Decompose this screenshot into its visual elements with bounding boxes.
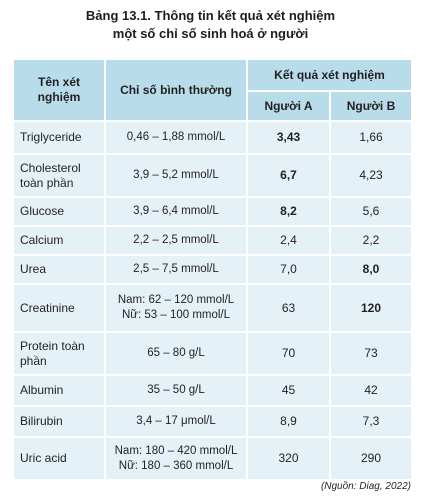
test-name-cell: Urea [12,254,106,285]
reference-range-cell: 3,9 – 6,4 mmol/L [104,196,248,227]
header-person-a: Người A [246,90,331,122]
table-row: Creatinine Nam: 62 – 120 mmol/L Nữ: 53 – … [12,283,413,333]
reference-range-cell: 65 – 80 g/L [104,331,248,376]
test-name-cell: Triglyceride [12,120,106,155]
reference-range-cell: Nam: 62 – 120 mmol/L Nữ: 53 – 100 mmol/L [104,283,248,333]
reference-range-cell: 3,9 – 5,2 mmol/L [104,153,248,198]
reference-range-cell: Nam: 180 – 420 mmol/L Nữ: 180 – 360 mmol… [104,436,248,481]
person-b-value: 7,3 [329,405,413,438]
table-body: Triglyceride 0,46 – 1,88 mmol/L 3,43 1,66 Ch… [12,120,413,481]
caption-line-1: Bảng 13.1. Thông tin kết quả xét nghiệm [85,8,336,23]
table-row: Bilirubin 3,4 – 17 μmol/L 8,9 7,3 [12,405,413,438]
table-row: Calcium 2,2 – 2,5 mmol/L 2,4 2,2 [12,225,413,256]
person-a-value: 63 [246,283,331,333]
person-a-value: 45 [246,374,331,407]
table-row: Protein toàn phần 65 – 80 g/L 70 73 [12,331,413,376]
person-a-value: 7,0 [246,254,331,285]
reference-range-cell: 2,5 – 7,5 mmol/L [104,254,248,285]
table-row: Albumin 35 – 50 g/L 45 42 [12,374,413,407]
source-note: (Nguồn: Diag, 2022) [320,481,411,492]
test-name-cell: Bilirubin [12,405,106,438]
header-reference-range: Chỉ số bình thường [104,58,248,122]
caption-line-2: một số chỉ số sinh hoá ở người [112,26,309,41]
person-a-value: 320 [246,436,331,481]
table-row: Uric acid Nam: 180 – 420 mmol/L Nữ: 180 –… [12,436,413,481]
person-b-value: 1,66 [329,120,413,155]
person-b-value: 120 [329,283,413,333]
person-b-value: 4,23 [329,153,413,198]
person-a-value: 8,9 [246,405,331,438]
person-b-value: 42 [329,374,413,407]
person-a-value: 8,2 [246,196,331,227]
person-b-value: 2,2 [329,225,413,256]
person-a-value: 3,43 [246,120,331,155]
reference-range-cell: 2,2 – 2,5 mmol/L [104,225,248,256]
test-name-cell: Albumin [12,374,106,407]
person-a-value: 70 [246,331,331,376]
header-test-name: Tên xét nghiệm [12,58,106,122]
header-person-b: Người B [329,90,413,122]
test-name-cell: Calcium [12,225,106,256]
test-name-cell: Creatinine [12,283,106,333]
person-b-value: 290 [329,436,413,481]
test-name-cell: Protein toàn phần [12,331,106,376]
reference-range-cell: 0,46 – 1,88 mmol/L [104,120,248,155]
person-b-value: 5,6 [329,196,413,227]
person-b-value: 73 [329,331,413,376]
lab-results-table: Tên xét nghiệm Chỉ số bình thường Kết qu… [12,58,413,481]
table-row: Urea 2,5 – 7,5 mmol/L 7,0 8,0 [12,254,413,285]
reference-range-cell: 35 – 50 g/L [104,374,248,407]
test-name-cell: Uric acid [12,436,106,481]
test-name-cell: Glucose [12,196,106,227]
table-row: Glucose 3,9 – 6,4 mmol/L 8,2 5,6 [12,196,413,227]
person-a-value: 6,7 [246,153,331,198]
person-a-value: 2,4 [246,225,331,256]
reference-range-cell: 3,4 – 17 μmol/L [104,405,248,438]
table-row: Cholesterol toàn phần 3,9 – 5,2 mmol/L 6,7… [12,153,413,198]
header-results: Kết quả xét nghiệm [246,58,413,92]
table-caption: Bảng 13.1. Thông tin kết quả xét nghiệm … [0,7,421,43]
person-b-value: 8,0 [329,254,413,285]
test-name-cell: Cholesterol toàn phần [12,153,106,198]
table-row: Triglyceride 0,46 – 1,88 mmol/L 3,43 1,66 [12,120,413,155]
